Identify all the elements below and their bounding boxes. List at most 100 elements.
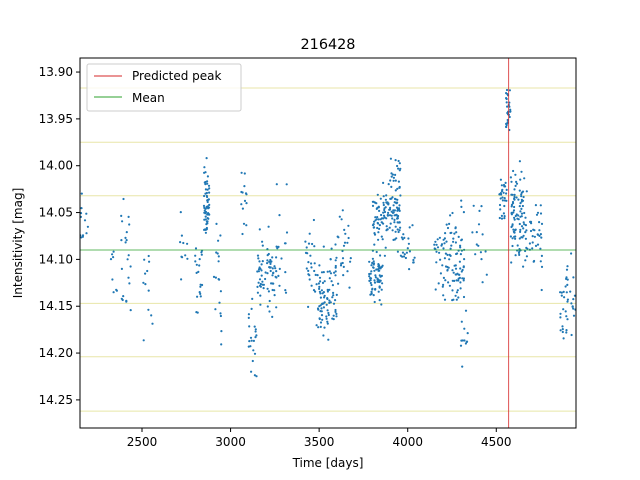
data-point <box>539 204 542 207</box>
data-point <box>207 206 211 209</box>
data-point <box>522 265 525 268</box>
x-tick-label: 3000 <box>215 435 246 449</box>
data-point <box>521 204 525 208</box>
data-point <box>308 274 311 277</box>
data-point <box>524 237 528 240</box>
data-point <box>517 198 520 201</box>
data-point <box>505 199 508 202</box>
data-point <box>305 267 308 270</box>
data-point <box>539 260 542 263</box>
data-point <box>111 253 114 256</box>
y-tick-label: 13.90 <box>39 65 73 79</box>
data-point <box>194 254 197 257</box>
data-point <box>383 210 387 214</box>
data-point <box>565 277 568 280</box>
data-point <box>434 240 437 243</box>
data-point <box>180 255 183 258</box>
data-point <box>375 218 378 221</box>
data-point <box>85 232 88 235</box>
data-point <box>307 269 310 272</box>
data-point <box>501 188 504 191</box>
data-point <box>198 264 201 267</box>
data-point <box>373 232 376 235</box>
data-point <box>447 266 450 269</box>
data-point <box>80 192 83 195</box>
data-point <box>407 237 410 240</box>
data-point <box>385 217 388 220</box>
data-point <box>266 262 269 265</box>
data-point <box>459 344 463 347</box>
data-point <box>204 192 207 195</box>
data-point <box>513 193 516 196</box>
data-point <box>371 257 374 260</box>
data-point <box>243 172 246 175</box>
data-point <box>401 238 404 241</box>
data-point <box>125 231 128 234</box>
data-point <box>457 277 460 280</box>
data-point <box>524 216 527 219</box>
data-point <box>383 208 386 212</box>
data-point <box>388 208 392 211</box>
data-point <box>518 250 521 253</box>
data-point <box>443 242 446 245</box>
data-point <box>273 294 276 297</box>
data-point <box>382 195 385 198</box>
data-point <box>453 264 456 267</box>
data-point <box>320 310 323 313</box>
data-point <box>572 314 576 317</box>
data-point <box>261 240 264 243</box>
data-point <box>375 202 378 205</box>
data-point <box>261 244 264 247</box>
data-point <box>515 180 518 183</box>
data-point <box>515 182 519 185</box>
data-point <box>395 213 398 216</box>
data-point <box>380 221 383 224</box>
data-point <box>514 173 517 176</box>
data-point <box>315 283 318 286</box>
data-point <box>500 184 503 187</box>
data-point <box>393 209 396 212</box>
data-point <box>278 284 281 287</box>
data-point <box>445 223 448 226</box>
data-point <box>514 237 517 240</box>
data-point <box>376 280 379 283</box>
data-point <box>328 299 331 302</box>
data-point <box>519 210 522 213</box>
data-point <box>206 182 209 185</box>
data-point <box>285 231 289 234</box>
data-point <box>341 257 345 260</box>
data-point <box>460 205 463 208</box>
data-point <box>219 312 222 315</box>
data-point <box>259 282 262 286</box>
data-point <box>322 334 325 337</box>
data-point <box>394 179 397 182</box>
data-point <box>332 294 335 297</box>
data-point <box>458 273 461 276</box>
data-point <box>347 224 350 227</box>
data-point <box>444 252 447 255</box>
data-point <box>378 299 381 302</box>
data-point <box>392 179 395 182</box>
data-point <box>112 256 115 259</box>
data-point <box>459 244 462 247</box>
data-point <box>463 339 466 342</box>
data-point <box>368 260 371 263</box>
data-point <box>142 339 145 342</box>
data-point <box>334 259 337 262</box>
data-point <box>271 267 274 270</box>
data-point <box>241 207 244 210</box>
data-point <box>262 287 265 290</box>
data-point <box>147 308 150 311</box>
data-point <box>331 284 334 287</box>
data-point <box>337 282 340 285</box>
data-point <box>261 280 264 283</box>
data-point <box>373 243 376 246</box>
y-tick-label: 14.20 <box>39 346 73 360</box>
data-point <box>519 202 522 205</box>
data-point <box>376 216 379 219</box>
data-point <box>377 290 380 293</box>
data-point <box>400 236 403 239</box>
data-point <box>376 278 379 281</box>
data-point <box>179 241 182 244</box>
data-point <box>397 167 400 170</box>
